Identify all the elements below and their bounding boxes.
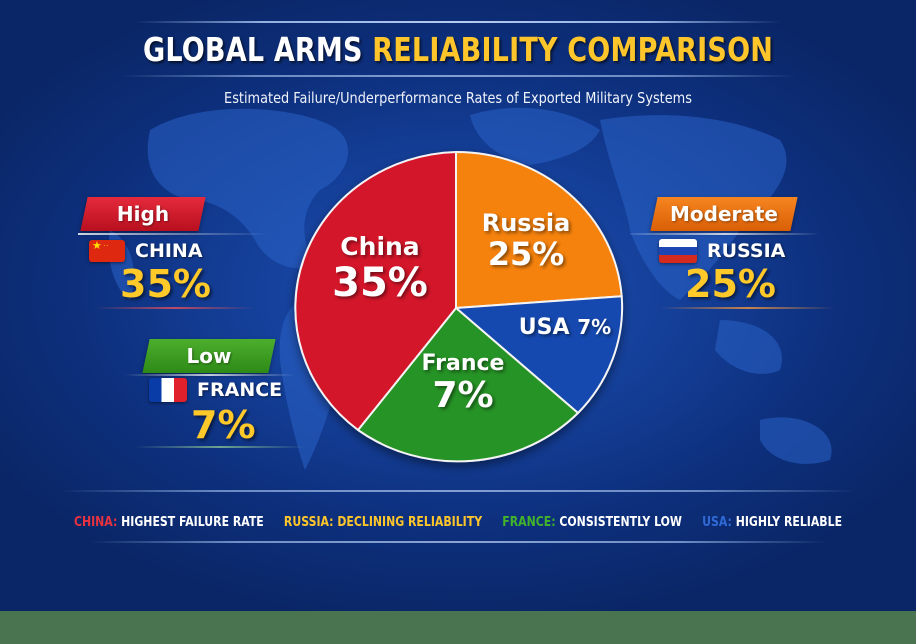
legend-item-china: CHINA: HIGHEST FAILURE RATE	[64, 515, 274, 530]
legend-top-rule	[60, 490, 856, 492]
france-panel-name: FRANCE	[197, 379, 283, 401]
low-tag-rule	[125, 374, 295, 376]
russia-panel-row: RUSSIA	[659, 239, 785, 263]
legend-desc-france: CONSISTENTLY LOW	[559, 514, 682, 530]
page-title: GLOBAL ARMS RELIABILITY COMPARISON	[82, 30, 833, 69]
russia-panel-name: RUSSIA	[707, 240, 786, 262]
legend-key-usa: USA:	[702, 514, 732, 530]
pie-label-china: China 35%	[320, 232, 440, 307]
china-panel-name: CHINA	[135, 240, 203, 262]
legend: CHINA: HIGHEST FAILURE RATE RUSSIA: DECL…	[73, 511, 842, 533]
high-risk-tag-label: High	[116, 202, 170, 226]
pie-slice-usa	[455, 295, 624, 414]
china-panel-rule	[95, 307, 255, 309]
legend-item-usa: USA: HIGHLY RELIABLE	[692, 515, 852, 530]
footer-bar	[0, 611, 916, 644]
pie-slice-france	[357, 307, 579, 463]
title-top-rule	[135, 21, 781, 23]
legend-key-china: CHINA:	[73, 514, 118, 530]
pie-label-usa: USA 7%	[510, 316, 620, 339]
pie-label-france: France 7%	[408, 352, 518, 415]
high-tag-rule	[78, 233, 268, 235]
infographic: GLOBAL ARMS RELIABILITY COMPARISON Estim…	[0, 0, 916, 611]
france-panel-row: FRANCE	[149, 378, 282, 402]
pie-label-usa-name: USA	[518, 315, 570, 340]
pie-label-china-name: China	[340, 232, 420, 261]
pie-chart	[294, 150, 624, 463]
title-bottom-rule	[120, 75, 796, 77]
pie-slice-russia	[455, 150, 623, 309]
legend-item-russia: RUSSIA: DECLINING RELIABILITY	[274, 515, 492, 530]
legend-key-russia: RUSSIA:	[283, 514, 334, 530]
russia-flag-icon	[659, 239, 697, 263]
pie-label-russia-pct: 25%	[487, 235, 565, 274]
subtitle: Estimated Failure/Underperformance Rates…	[224, 89, 692, 107]
russia-panel-percent: 25%	[685, 262, 776, 306]
legend-desc-china: HIGHEST FAILURE RATE	[121, 514, 264, 530]
legend-desc-russia: DECLINING RELIABILITY	[337, 514, 483, 530]
pie-label-russia-name: Russia	[481, 209, 571, 237]
pie-label-france-pct: 7%	[432, 375, 494, 417]
moderate-risk-tag-label: Moderate	[669, 202, 778, 226]
title-white-part: GLOBAL ARMS	[142, 30, 373, 69]
france-panel-rule	[135, 446, 305, 448]
pie-label-china-pct: 35%	[332, 260, 428, 307]
pie-label-russia: Russia 25%	[466, 209, 586, 274]
china-flag-icon	[89, 240, 125, 262]
legend-desc-usa: HIGHLY RELIABLE	[735, 514, 843, 530]
pie-slice-china	[294, 151, 457, 431]
russia-panel-rule	[660, 307, 835, 309]
low-risk-tag: Low	[142, 339, 276, 373]
title-yellow-part: RELIABILITY COMPARISON	[372, 30, 774, 69]
legend-key-france: FRANCE:	[502, 514, 556, 530]
china-panel-row: CHINA	[89, 240, 203, 262]
pie-label-france-name: France	[421, 351, 505, 376]
legend-item-france: FRANCE: CONSISTENTLY LOW	[492, 515, 692, 530]
high-risk-tag: High	[80, 197, 206, 231]
france-flag-icon	[149, 378, 187, 402]
moderate-risk-tag: Moderate	[650, 197, 798, 231]
china-panel-percent: 35%	[120, 262, 211, 306]
pie-label-usa-pct: 7%	[577, 315, 612, 339]
france-panel-percent: 7%	[191, 403, 256, 447]
legend-bottom-rule	[90, 541, 826, 543]
moderate-tag-rule	[630, 233, 820, 235]
low-risk-tag-label: Low	[186, 344, 232, 368]
